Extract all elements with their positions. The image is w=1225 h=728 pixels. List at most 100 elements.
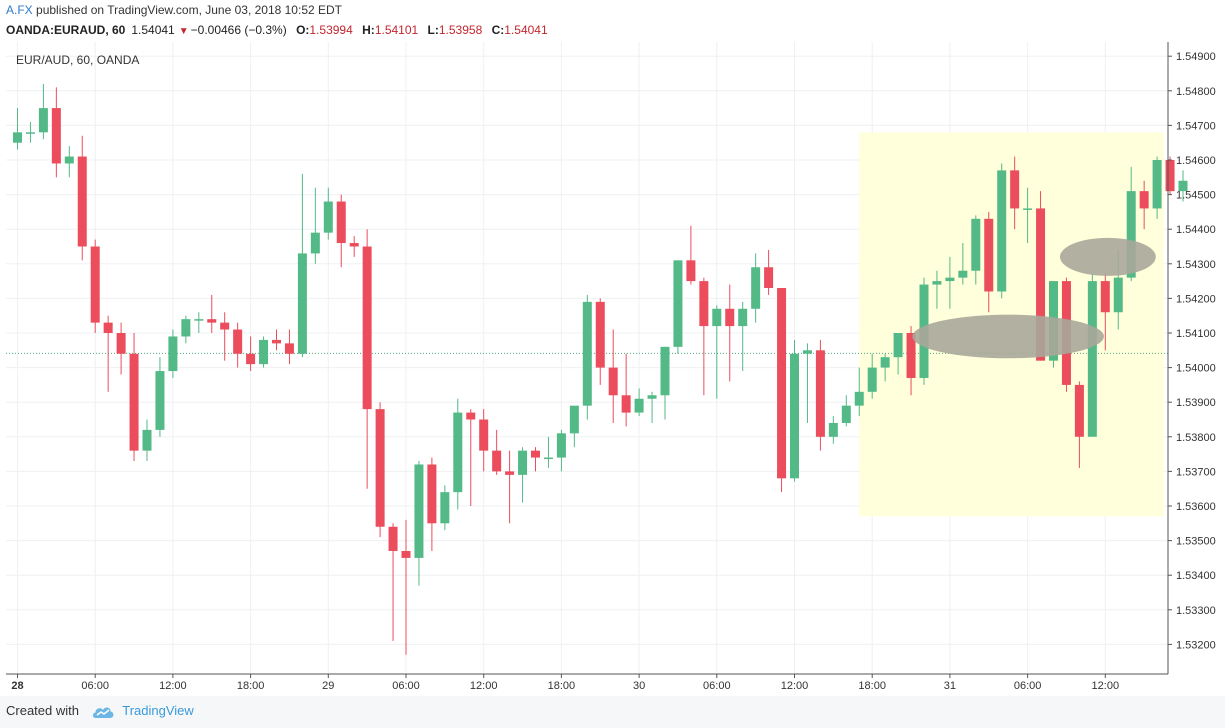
candle: [608, 329, 618, 423]
candle: [414, 461, 424, 586]
y-tick-label: 1.54100: [1176, 328, 1216, 340]
candle: [259, 336, 269, 368]
down-triangle-icon: ▼: [178, 26, 189, 37]
candle: [77, 135, 87, 261]
candle: [621, 353, 631, 427]
y-tick-label: 1.53300: [1176, 605, 1216, 617]
candle: [453, 398, 463, 510]
candle: [582, 294, 592, 420]
candle: [64, 146, 74, 178]
candle-body: [932, 281, 942, 285]
candlestick-chart[interactable]: 1.54900 1.54800 1.54700 1.54600 1.54500 1.544…: [0, 42, 1225, 696]
candle-body: [699, 281, 709, 327]
candle: [518, 447, 528, 503]
candle: [181, 315, 191, 344]
candle: [246, 336, 256, 372]
candle: [116, 322, 126, 375]
candle-body: [362, 246, 372, 410]
open-value: 1.53994: [309, 23, 353, 37]
y-tick-label: 1.53900: [1176, 397, 1216, 409]
candle: [673, 260, 683, 354]
candle-body: [103, 322, 113, 333]
candle: [686, 225, 696, 285]
close-value: 1.54041: [504, 23, 548, 37]
author-link[interactable]: A.FX: [6, 3, 33, 17]
candle-body: [310, 232, 320, 254]
candle: [466, 409, 476, 506]
candle: [1100, 274, 1110, 351]
y-tick-label: 1.54200: [1176, 293, 1216, 305]
candle: [971, 215, 981, 285]
candle: [841, 395, 851, 427]
candle: [828, 416, 838, 444]
x-tick-label: 18:00: [548, 680, 576, 692]
candle-body: [1165, 160, 1175, 192]
candle: [725, 284, 735, 382]
candle-body: [725, 308, 735, 327]
symbol-name: OANDA:EURAUD, 60: [6, 23, 126, 37]
high-value: 1.54101: [374, 23, 419, 37]
y-tick-label: 1.54500: [1176, 190, 1216, 202]
candle-body: [388, 526, 398, 551]
candle: [492, 429, 502, 475]
candle-body: [1074, 384, 1084, 437]
candle: [958, 243, 968, 285]
candle-body: [323, 201, 333, 233]
x-tick-label: 12:00: [470, 680, 498, 692]
y-tick-label: 1.54300: [1176, 259, 1216, 271]
candle: [543, 436, 553, 468]
candle-body: [427, 464, 437, 524]
candle: [168, 329, 178, 378]
candle-body: [479, 419, 489, 451]
candle-body: [1023, 208, 1033, 210]
y-tick-label: 1.53400: [1176, 570, 1216, 582]
candle-body: [854, 391, 864, 406]
candle: [362, 229, 372, 489]
candle-body: [259, 339, 269, 365]
candle-body: [336, 201, 346, 244]
candle: [556, 429, 566, 472]
candle: [984, 211, 994, 313]
candle: [751, 253, 761, 323]
candle: [13, 108, 22, 150]
candle: [336, 194, 346, 268]
candle-body: [621, 395, 631, 413]
candle: [1152, 156, 1162, 219]
candle-body: [971, 218, 981, 271]
candle-body: [906, 333, 916, 378]
candle-body: [116, 333, 126, 354]
x-tick-label: 12:00: [1092, 680, 1120, 692]
y-axis-labels: 1.54900 1.54800 1.54700 1.54600 1.54500 1.544…: [1168, 51, 1216, 651]
highlight-ellipse: [1059, 237, 1156, 276]
candle: [427, 457, 437, 551]
candle: [893, 333, 903, 375]
candle-body: [220, 322, 230, 330]
candle: [1165, 156, 1175, 195]
candle: [207, 294, 217, 333]
candle-body: [841, 405, 851, 423]
x-tick-label: 29: [322, 680, 334, 692]
candle: [1178, 170, 1188, 202]
x-tick-label: 06:00: [392, 680, 420, 692]
candle: [142, 419, 152, 462]
candle-body: [25, 132, 35, 134]
candle-body: [505, 471, 515, 475]
candles: [13, 83, 1188, 655]
candle: [1139, 180, 1149, 230]
candle: [375, 402, 385, 538]
candle-body: [38, 108, 48, 133]
candle: [738, 301, 748, 372]
tradingview-brand-link[interactable]: TradingView: [122, 703, 194, 718]
candle-body: [51, 108, 61, 164]
close-label: C:: [491, 23, 505, 37]
candle: [712, 305, 722, 399]
x-axis-labels: 28 06:00 12:00 18:00 29 06:00 12:00 18:00 30 06:0…: [11, 674, 1119, 692]
candle: [323, 187, 333, 240]
candle-body: [712, 308, 722, 327]
candle-body: [608, 367, 618, 396]
candle-body: [1126, 191, 1136, 278]
x-tick-label: 18:00: [237, 680, 265, 692]
candle: [194, 312, 204, 333]
candle-body: [828, 422, 838, 437]
candle-body: [518, 450, 528, 475]
